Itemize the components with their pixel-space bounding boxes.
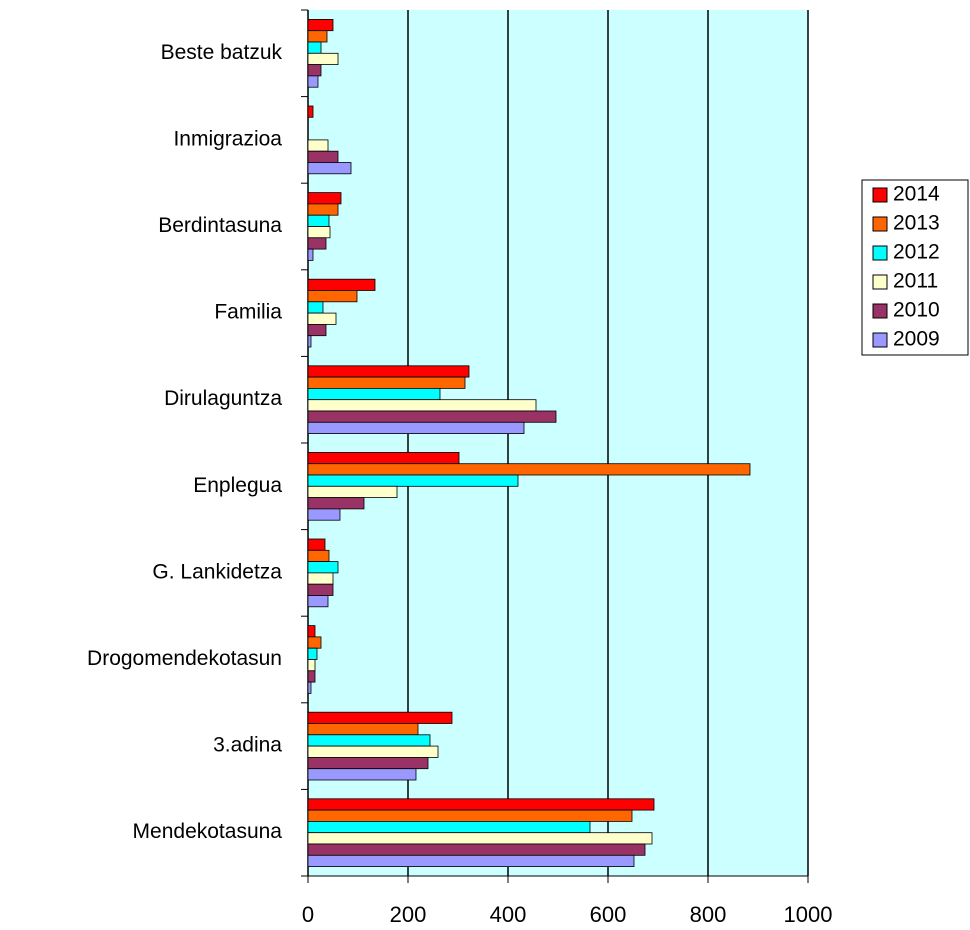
y-tick-label: Familia xyxy=(214,301,282,324)
bar xyxy=(307,105,314,118)
bar xyxy=(307,41,322,54)
bar xyxy=(307,312,337,325)
bar xyxy=(307,497,365,510)
x-tick-label: 400 xyxy=(490,902,527,927)
bar xyxy=(307,821,591,834)
bar xyxy=(307,843,646,856)
bar xyxy=(307,561,339,574)
bar xyxy=(307,421,525,434)
bar xyxy=(307,734,431,747)
bar xyxy=(307,723,419,736)
bar xyxy=(307,301,324,314)
bar xyxy=(307,659,316,672)
bar xyxy=(307,376,466,389)
bar xyxy=(307,625,316,638)
x-tick-label: 200 xyxy=(390,902,427,927)
bar xyxy=(307,711,453,724)
bar xyxy=(307,237,327,250)
bar xyxy=(307,139,329,152)
bar xyxy=(307,214,330,227)
bar xyxy=(307,192,342,205)
legend-label: 2011 xyxy=(893,270,938,293)
bar xyxy=(307,595,329,608)
y-tick-label: Enplegua xyxy=(193,474,282,497)
bar xyxy=(307,798,655,811)
bar xyxy=(307,64,322,77)
bar xyxy=(307,203,339,216)
legend-swatch xyxy=(872,245,888,261)
bar xyxy=(307,745,439,758)
bar xyxy=(307,583,334,596)
y-tick-label: G. Lankidetza xyxy=(152,560,282,583)
bar xyxy=(307,399,537,412)
y-tick-label: Berdintasuna xyxy=(158,214,282,237)
bar xyxy=(307,75,319,88)
x-tick-label: 600 xyxy=(590,902,627,927)
bar xyxy=(307,463,751,476)
bar xyxy=(307,854,635,867)
bar xyxy=(307,647,318,660)
bar xyxy=(307,768,417,781)
legend-label: 2012 xyxy=(893,241,940,264)
bar xyxy=(307,485,398,498)
bar xyxy=(307,387,441,401)
x-tick-label: 1000 xyxy=(784,902,833,927)
y-tick-label: Mendekotasuna xyxy=(133,820,283,843)
bar xyxy=(307,248,314,261)
bar xyxy=(307,226,331,239)
bar xyxy=(307,670,316,683)
bar xyxy=(307,832,653,845)
legend xyxy=(861,179,969,356)
legend-swatch xyxy=(872,216,888,232)
x-tick-label: 0 xyxy=(302,902,314,927)
y-tick-label: Drogomendekotasun xyxy=(87,647,282,670)
bar xyxy=(307,809,633,822)
legend-swatch xyxy=(872,332,888,348)
bar xyxy=(307,335,312,348)
y-tick-label: 3.adina xyxy=(213,734,282,757)
bar xyxy=(307,508,341,521)
x-tick-label: 800 xyxy=(690,902,727,927)
bar xyxy=(307,572,334,585)
bar xyxy=(307,323,327,337)
bar xyxy=(307,474,519,487)
bar xyxy=(307,451,460,465)
bar xyxy=(307,162,352,175)
bar xyxy=(307,52,339,65)
y-tick-label: Dirulaguntza xyxy=(164,387,282,410)
bar xyxy=(307,538,326,551)
bar xyxy=(307,549,330,562)
bar xyxy=(307,290,358,303)
bar xyxy=(307,150,339,163)
bar xyxy=(307,757,429,770)
legend-label: 2013 xyxy=(893,212,940,235)
legend-label: 2010 xyxy=(893,299,940,322)
legend-label: 2009 xyxy=(893,328,940,351)
bar xyxy=(307,30,328,43)
bar xyxy=(307,636,322,649)
bar xyxy=(307,18,334,32)
y-tick-label: Beste batzuk xyxy=(161,41,283,64)
bar xyxy=(307,365,470,378)
bar xyxy=(307,410,557,423)
legend-swatch xyxy=(872,187,888,203)
legend-swatch xyxy=(872,274,888,290)
bar xyxy=(307,681,312,694)
legend-label: 2014 xyxy=(893,183,940,206)
legend-swatch xyxy=(872,303,888,319)
bar xyxy=(307,278,376,291)
y-tick-label: Inmigrazioa xyxy=(173,127,282,150)
